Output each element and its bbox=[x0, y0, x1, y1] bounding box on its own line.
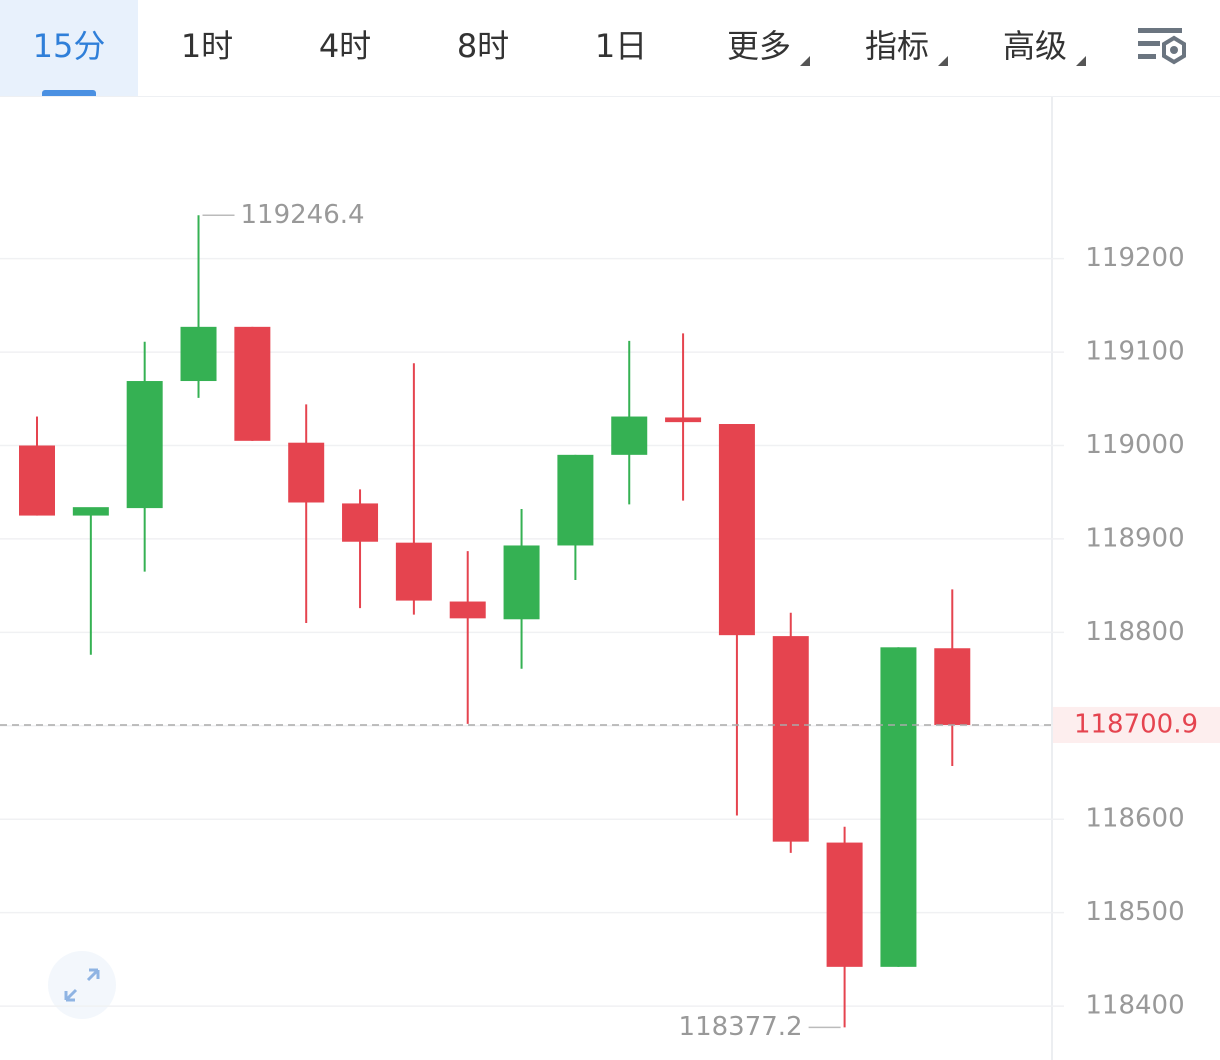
candle-body bbox=[395, 542, 432, 601]
last-price-box bbox=[1053, 706, 1220, 743]
tab[interactable]: 15分 bbox=[0, 0, 138, 96]
tab-bar: 15分 1时 4时 8时 1日 更多 指标 高级 bbox=[0, 0, 1220, 97]
low-label: 118377.2 bbox=[679, 1012, 803, 1042]
tab[interactable]: 高级 bbox=[966, 0, 1104, 96]
candle-body bbox=[180, 326, 217, 382]
tab[interactable]: 8时 bbox=[456, 27, 510, 65]
candle-body bbox=[772, 636, 809, 842]
candle-body bbox=[880, 647, 917, 967]
expand-button[interactable] bbox=[48, 951, 116, 1019]
candle-body bbox=[19, 445, 55, 516]
y-tick-label: 118500 bbox=[1085, 897, 1184, 927]
y-tick-label: 118400 bbox=[1085, 991, 1184, 1021]
candle-body bbox=[611, 416, 648, 455]
tab[interactable]: 更多 bbox=[690, 0, 828, 96]
candle-body bbox=[234, 326, 271, 441]
y-tick-label: 118600 bbox=[1085, 804, 1184, 834]
tab[interactable]: 1日 bbox=[594, 27, 648, 65]
candle-body bbox=[503, 545, 540, 620]
y-tick-label: 119000 bbox=[1085, 430, 1184, 460]
candle-body bbox=[557, 454, 594, 546]
candle-body bbox=[126, 381, 163, 509]
candle-body bbox=[718, 424, 755, 636]
settings-icon[interactable] bbox=[1136, 24, 1192, 72]
candle-body bbox=[342, 503, 379, 542]
y-tick-label: 119200 bbox=[1085, 243, 1184, 273]
high-label: 119246.4 bbox=[241, 200, 365, 230]
y-tick-label: 118800 bbox=[1085, 617, 1184, 647]
candle-body bbox=[288, 442, 325, 503]
last-price-label: 118700.9 bbox=[1074, 709, 1198, 739]
candle-body bbox=[934, 648, 971, 725]
tab[interactable]: 指标 bbox=[828, 0, 966, 96]
y-tick-label: 119100 bbox=[1085, 337, 1184, 367]
candle-body bbox=[72, 507, 109, 516]
tab[interactable]: 1时 bbox=[180, 27, 234, 65]
y-tick-label: 118900 bbox=[1085, 523, 1184, 553]
candle-body bbox=[449, 601, 486, 619]
candle-body bbox=[826, 842, 863, 967]
candle-body bbox=[665, 417, 702, 423]
tab[interactable]: 4时 bbox=[318, 27, 372, 65]
